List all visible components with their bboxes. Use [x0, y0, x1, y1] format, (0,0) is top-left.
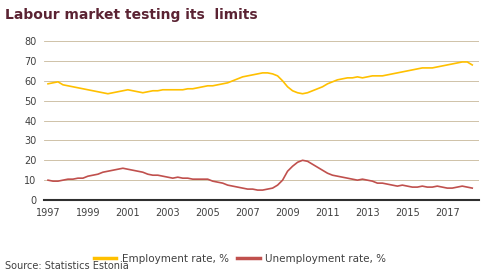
Employment rate, % [458, 60, 464, 64]
Employment rate, % [374, 74, 380, 78]
Employment rate, % [55, 80, 61, 84]
Unemployment rate, % [254, 189, 260, 192]
Text: Source: Statistics Estonia: Source: Statistics Estonia [5, 261, 128, 271]
Employment rate, % [105, 92, 111, 95]
Unemployment rate, % [249, 187, 255, 191]
Text: Labour market testing its  limits: Labour market testing its limits [5, 8, 257, 22]
Employment rate, % [408, 68, 414, 72]
Employment rate, % [45, 82, 51, 85]
Employment rate, % [254, 72, 260, 76]
Unemployment rate, % [468, 186, 474, 190]
Unemployment rate, % [299, 159, 305, 162]
Employment rate, % [468, 63, 474, 67]
Unemployment rate, % [45, 179, 51, 182]
Legend: Employment rate, %, Unemployment rate, %: Employment rate, %, Unemployment rate, % [89, 250, 389, 268]
Unemployment rate, % [65, 178, 71, 181]
Employment rate, % [65, 84, 71, 87]
Unemployment rate, % [55, 179, 61, 183]
Unemployment rate, % [413, 185, 419, 189]
Unemployment rate, % [90, 173, 96, 177]
Line: Unemployment rate, %: Unemployment rate, % [48, 160, 471, 190]
Unemployment rate, % [379, 181, 385, 185]
Employment rate, % [90, 89, 96, 92]
Line: Employment rate, %: Employment rate, % [48, 62, 471, 94]
